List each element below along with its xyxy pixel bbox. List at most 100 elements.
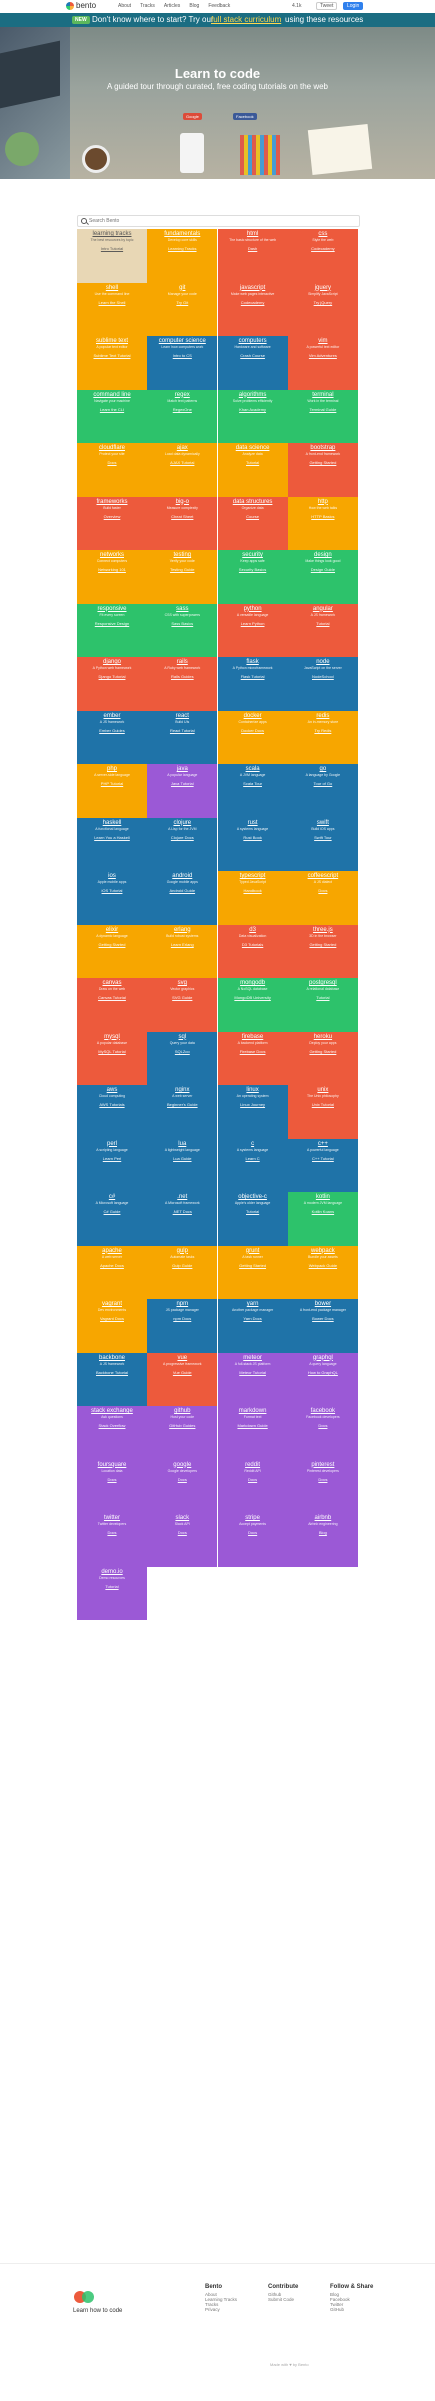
footer-link[interactable]: Privacy	[205, 2307, 220, 2312]
topic-tile[interactable]: haskell A functional language Learn You a …	[77, 817, 147, 871]
topic-tile[interactable]: heroku Deploy your apps Getting Started	[287, 1031, 358, 1085]
topic-name[interactable]: react	[175, 712, 189, 719]
topic-resource-link[interactable]: Canvas Tutorial	[98, 995, 126, 1000]
topic-tile[interactable]: d3 Data visualization D3 Tutorials	[217, 924, 288, 978]
topic-tile[interactable]: cloudflare Protect your site Docs	[77, 443, 147, 497]
topic-tile[interactable]: elixir A dynamic language Getting Started	[77, 924, 147, 978]
topic-resource-link[interactable]: Docs	[318, 1423, 328, 1428]
topic-tile[interactable]: npm JS package manager npm Docs	[147, 1299, 218, 1353]
topic-name[interactable]: algorithms	[238, 391, 267, 398]
topic-name[interactable]: cloudflare	[98, 445, 125, 451]
topic-tile[interactable]: coffeescript A JS dialect Docs	[287, 871, 358, 925]
topic-name[interactable]: flask	[246, 659, 259, 665]
topic-name[interactable]: ember	[103, 712, 121, 719]
topic-tile[interactable]: scala A JVM language Scala Tour	[217, 764, 288, 818]
topic-tile[interactable]: foursquare Location data Docs	[77, 1459, 147, 1513]
topic-tile[interactable]: mongodb A NoSQL database MongoDB Universit…	[217, 978, 288, 1032]
bento-logo[interactable]: bento	[66, 1, 96, 11]
topic-name[interactable]: vue	[177, 1354, 188, 1361]
topic-name[interactable]: learning tracks	[92, 231, 132, 237]
topic-name[interactable]: scala	[245, 766, 260, 772]
topic-tile[interactable]: algorithms Solve problems efficiently Khan…	[217, 389, 288, 443]
topic-tile[interactable]: google Google developers Docs	[147, 1459, 218, 1513]
topic-name[interactable]: sublime text	[95, 338, 128, 344]
topic-name[interactable]: bower	[314, 1301, 332, 1307]
topic-resource-link[interactable]: Stack Overflow	[98, 1423, 126, 1428]
topic-resource-link[interactable]: Django Tutorial	[98, 674, 126, 679]
topic-resource-link[interactable]: NodeSchool	[311, 674, 334, 679]
topic-resource-link[interactable]: Learning Tracks	[168, 246, 197, 251]
topic-tile[interactable]: airbnb Airbnb engineering Blog	[287, 1513, 358, 1567]
topic-tile[interactable]: php A server-side language PHP Tutorial	[77, 764, 147, 818]
topic-tile[interactable]: unix The Unix philosophy Unix Tutorial	[287, 1085, 358, 1139]
facebook-login-button[interactable]: Facebook	[233, 113, 257, 120]
topic-tile[interactable]: node JavaScript on the server NodeSchool	[287, 657, 358, 711]
topic-resource-link[interactable]: Tutorial	[105, 1583, 119, 1589]
topic-tile[interactable]: svg Vector graphics SVG Guide	[147, 978, 218, 1032]
topic-resource-link[interactable]: Rust Book	[243, 834, 262, 840]
topic-name[interactable]: coffeescript	[307, 873, 339, 879]
topic-resource-link[interactable]: Codecademy	[311, 246, 335, 251]
topic-resource-link[interactable]: Learn Perl	[102, 1155, 122, 1161]
topic-tile[interactable]: twitter Twitter developers Docs	[77, 1513, 147, 1567]
topic-name[interactable]: computers	[238, 338, 267, 344]
topic-tile[interactable]: pinterest Pinterest developers Docs	[287, 1459, 358, 1513]
topic-tile[interactable]: kotlin A modern JVM language Kotlin Koans	[287, 1192, 358, 1246]
topic-tile[interactable]: java A popular language Java Tutorial	[147, 764, 218, 818]
search-input[interactable]	[89, 216, 349, 226]
topic-resource-link[interactable]: Bower Docs	[312, 1316, 334, 1321]
topic-name[interactable]: d3	[249, 926, 256, 933]
topic-tile[interactable]: markdown Format text Markdown Guide	[217, 1406, 288, 1460]
topic-name[interactable]: node	[316, 659, 330, 665]
topic-name[interactable]: jquery	[314, 284, 332, 291]
topic-tile[interactable]: c# A Microsoft language C# Guide	[77, 1192, 147, 1246]
topic-resource-link[interactable]: Dash	[247, 246, 258, 251]
topic-resource-link[interactable]: Tutorial	[316, 995, 330, 1000]
topic-resource-link[interactable]: Kotlin Koans	[311, 1209, 335, 1214]
topic-name[interactable]: unix	[317, 1087, 329, 1093]
topic-resource-link[interactable]: Java Tutorial	[170, 781, 194, 786]
topic-tile[interactable]: computer science Learn how computers work…	[147, 336, 218, 390]
topic-tile[interactable]: stack exchange Ask questions Stack Overflo…	[77, 1406, 147, 1460]
topic-tile[interactable]: vim A powerful text editor Vim Adventures	[287, 336, 358, 390]
topic-name[interactable]: canvas	[102, 980, 122, 986]
topic-resource-link[interactable]: Tutorial	[316, 620, 330, 626]
topic-resource-link[interactable]: Android Guide	[169, 888, 196, 893]
topic-name[interactable]: google	[173, 1461, 192, 1468]
topic-resource-link[interactable]: Vim Adventures	[308, 353, 337, 358]
footer-logo-icon[interactable]	[73, 2290, 95, 2304]
topic-resource-link[interactable]: Getting Started	[309, 460, 337, 465]
topic-tile[interactable]: canvas Draw on the web Canvas Tutorial	[77, 978, 147, 1032]
topic-tile[interactable]: typescript Typed JavaScript Handbook	[217, 871, 288, 925]
topic-tile[interactable]: fundamentals Develop core skills Learning …	[147, 229, 218, 283]
topic-tile[interactable]: css Style the web Codecademy	[287, 229, 358, 283]
topic-name[interactable]: ajax	[176, 445, 188, 451]
topic-tile[interactable]: ios Apple mobile apps iOS Tutorial	[77, 871, 147, 925]
topic-name[interactable]: rust	[247, 819, 258, 826]
topic-resource-link[interactable]: Beginner's Guide	[167, 1102, 198, 1107]
topic-name[interactable]: mongodb	[240, 980, 266, 986]
topic-tile[interactable]: computers Hardware and software Crash Cour…	[217, 336, 288, 390]
topic-name[interactable]: webpack	[311, 1247, 335, 1254]
topic-resource-link[interactable]: SQLZoo	[174, 1048, 190, 1054]
topic-tile[interactable]: data science Analyze data Tutorial	[217, 443, 288, 497]
topic-resource-link[interactable]: Getting Started	[98, 941, 126, 947]
topic-name[interactable]: javascript	[239, 284, 266, 291]
topic-resource-link[interactable]: Swift Tour	[314, 834, 332, 840]
topic-tile[interactable]: graphql A query language How to GraphQL	[287, 1352, 358, 1406]
topic-name[interactable]: foursquare	[97, 1461, 127, 1468]
topic-tile[interactable]: vue A progressive framework Vue Guide	[147, 1352, 218, 1406]
topic-resource-link[interactable]: Learn the CLI	[99, 406, 125, 412]
topic-name[interactable]: security	[242, 552, 263, 558]
topic-resource-link[interactable]: Blog	[318, 1530, 327, 1535]
topic-resource-link[interactable]: Networking 101	[98, 567, 126, 572]
nav-link-about[interactable]: About	[118, 3, 132, 9]
topic-name[interactable]: mysql	[104, 1033, 120, 1040]
topic-resource-link[interactable]: Responsive Design	[94, 620, 130, 626]
topic-tile[interactable]: networks Connect computers Networking 101	[77, 550, 147, 604]
topic-resource-link[interactable]: Docs	[107, 1530, 117, 1535]
topic-tile[interactable]: objective-c Apple's older language Tutoria…	[217, 1192, 288, 1246]
topic-resource-link[interactable]: Docs	[177, 1476, 187, 1482]
tweet-button[interactable]: Tweet	[316, 2, 338, 10]
